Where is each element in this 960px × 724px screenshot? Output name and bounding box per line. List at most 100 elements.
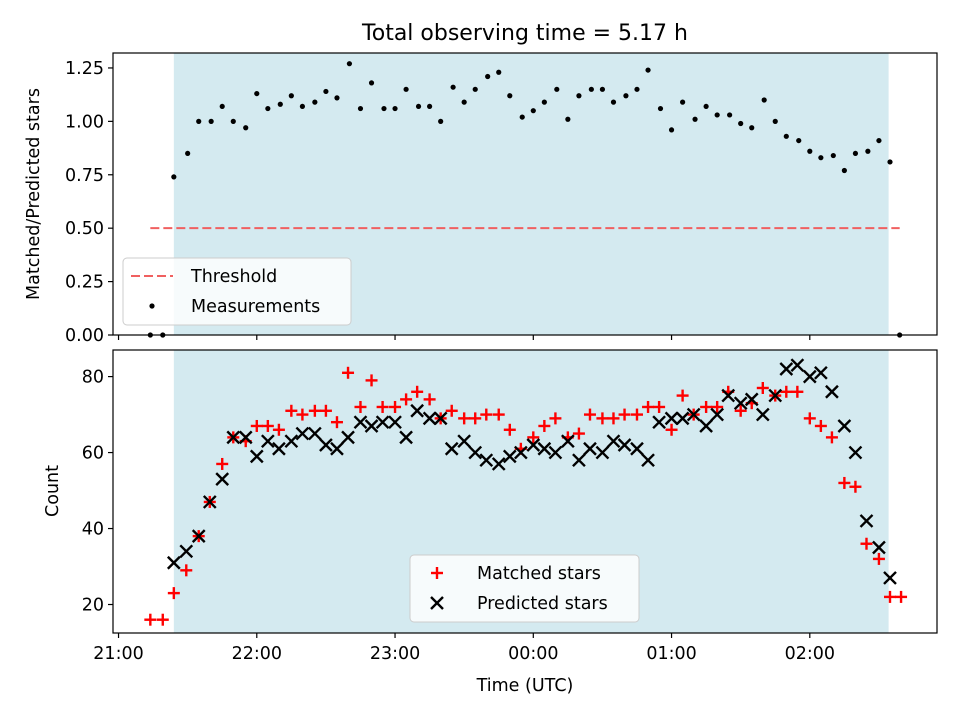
matched-star-point bbox=[642, 400, 655, 413]
bottom-y-tick-label: 60 bbox=[82, 444, 104, 464]
top-legend: Threshold Measurements bbox=[122, 257, 352, 326]
measurement-point bbox=[738, 120, 744, 127]
matched-star-point bbox=[411, 385, 424, 398]
matched-star-point bbox=[814, 419, 827, 432]
matched-star-point bbox=[250, 419, 263, 432]
measurement-point bbox=[692, 116, 698, 122]
matched-star-point bbox=[653, 400, 666, 413]
measurement-point bbox=[634, 86, 640, 92]
predicted-star-point bbox=[166, 555, 181, 570]
predicted-star-point bbox=[249, 449, 264, 464]
top-y-tick-label: 1.00 bbox=[65, 112, 104, 132]
matched-star-point bbox=[167, 587, 180, 600]
predicted-star-point bbox=[375, 415, 390, 430]
matched-star-point bbox=[216, 457, 229, 470]
predicted-star-point bbox=[848, 445, 863, 460]
predicted-star-point bbox=[664, 411, 679, 426]
bottom-x-tick-label: 22:00 bbox=[232, 644, 282, 664]
measurement-point bbox=[703, 103, 709, 110]
measurement-point bbox=[357, 105, 364, 112]
measurement-point bbox=[876, 137, 882, 144]
matched-star-point bbox=[860, 537, 873, 550]
predicted-star-point bbox=[721, 388, 736, 403]
matched-star-point bbox=[308, 404, 321, 417]
matched-stars-series bbox=[144, 366, 908, 626]
predicted-star-point bbox=[548, 445, 563, 460]
top-y-tick-label: 0.75 bbox=[65, 166, 104, 186]
matched-star-point bbox=[492, 408, 505, 421]
measurement-point bbox=[254, 90, 260, 97]
predicted-star-point bbox=[790, 358, 805, 373]
predicted-star-point bbox=[295, 426, 310, 441]
bottom-plot-frame bbox=[112, 349, 938, 634]
matched-star-point bbox=[607, 412, 620, 425]
measurements-legend-label: Measurements bbox=[191, 297, 320, 317]
measurement-point bbox=[783, 133, 789, 139]
matched-star-point bbox=[572, 427, 585, 440]
top-legend-box bbox=[122, 257, 352, 326]
matched-star-point bbox=[630, 408, 643, 421]
matched-star-point bbox=[756, 381, 769, 394]
measurement-point bbox=[610, 99, 617, 105]
measurement-point bbox=[727, 112, 733, 118]
predicted-star-point bbox=[468, 445, 483, 460]
measurement-point bbox=[519, 114, 525, 120]
predicted-star-point bbox=[802, 369, 817, 384]
measurement-point bbox=[541, 99, 547, 105]
matched-star-point bbox=[400, 393, 413, 406]
predicted-star-point bbox=[308, 426, 322, 441]
matched-star-point bbox=[389, 400, 402, 413]
measurement-point bbox=[334, 95, 340, 101]
measurement-point bbox=[312, 99, 318, 105]
matched-star-point bbox=[261, 419, 274, 432]
matched-star-point bbox=[838, 476, 851, 489]
predicted-star-point bbox=[872, 540, 886, 555]
top-plot-frame bbox=[112, 52, 938, 336]
predicted-star-point bbox=[457, 434, 472, 449]
predicted-star-point bbox=[353, 415, 368, 430]
measurement-point bbox=[171, 174, 177, 180]
matched-star-point bbox=[285, 404, 298, 417]
matched-star-point bbox=[330, 416, 343, 429]
predicted-star-point bbox=[410, 403, 425, 418]
predicted-star-point bbox=[319, 438, 333, 452]
matched-star-point bbox=[711, 400, 724, 413]
predicted-star-point bbox=[491, 457, 506, 471]
predicted-star-point bbox=[202, 495, 217, 509]
top-y-tick-label: 1.25 bbox=[65, 59, 104, 79]
measurement-point bbox=[887, 159, 893, 165]
predicted-star-point bbox=[341, 430, 355, 445]
measurement-point bbox=[680, 99, 686, 105]
predicted-star-point bbox=[215, 472, 230, 487]
measurement-point bbox=[196, 118, 202, 124]
measurement-point bbox=[865, 148, 871, 154]
predicted-star-point bbox=[433, 411, 448, 426]
matched-legend-swatch bbox=[431, 567, 443, 579]
measurement-point bbox=[554, 86, 560, 92]
matched-star-point bbox=[469, 412, 482, 425]
matched-star-point bbox=[849, 480, 862, 493]
measurement-point bbox=[299, 103, 306, 110]
predicted-star-point bbox=[675, 411, 690, 426]
matched-star-point bbox=[480, 408, 493, 421]
bottom-x-tick-label: 01:00 bbox=[646, 644, 696, 664]
bottom-legend: Matched stars Predicted stars bbox=[409, 554, 640, 623]
matched-star-point bbox=[618, 408, 631, 421]
measurement-point bbox=[841, 167, 847, 174]
bottom-y-tick-label: 40 bbox=[82, 520, 104, 540]
matched-star-point bbox=[342, 366, 355, 379]
top-y-tick-label: 0.50 bbox=[65, 219, 104, 239]
measurement-point bbox=[623, 93, 629, 99]
bottom-x-label: Time (UTC) bbox=[476, 676, 574, 696]
matched-star-point bbox=[296, 408, 309, 421]
predicted-star-point bbox=[444, 441, 459, 456]
predicted-star-point bbox=[595, 445, 610, 460]
top-y-tick-label: 0.25 bbox=[65, 273, 104, 293]
matched-star-point bbox=[272, 423, 285, 436]
matched-star-point bbox=[354, 400, 367, 413]
predicted-star-point bbox=[388, 415, 402, 430]
measurement-point bbox=[588, 86, 594, 92]
matched-legend-label: Matched stars bbox=[477, 564, 601, 584]
predicted-stars-series bbox=[166, 358, 897, 585]
predicted-star-point bbox=[561, 434, 575, 449]
